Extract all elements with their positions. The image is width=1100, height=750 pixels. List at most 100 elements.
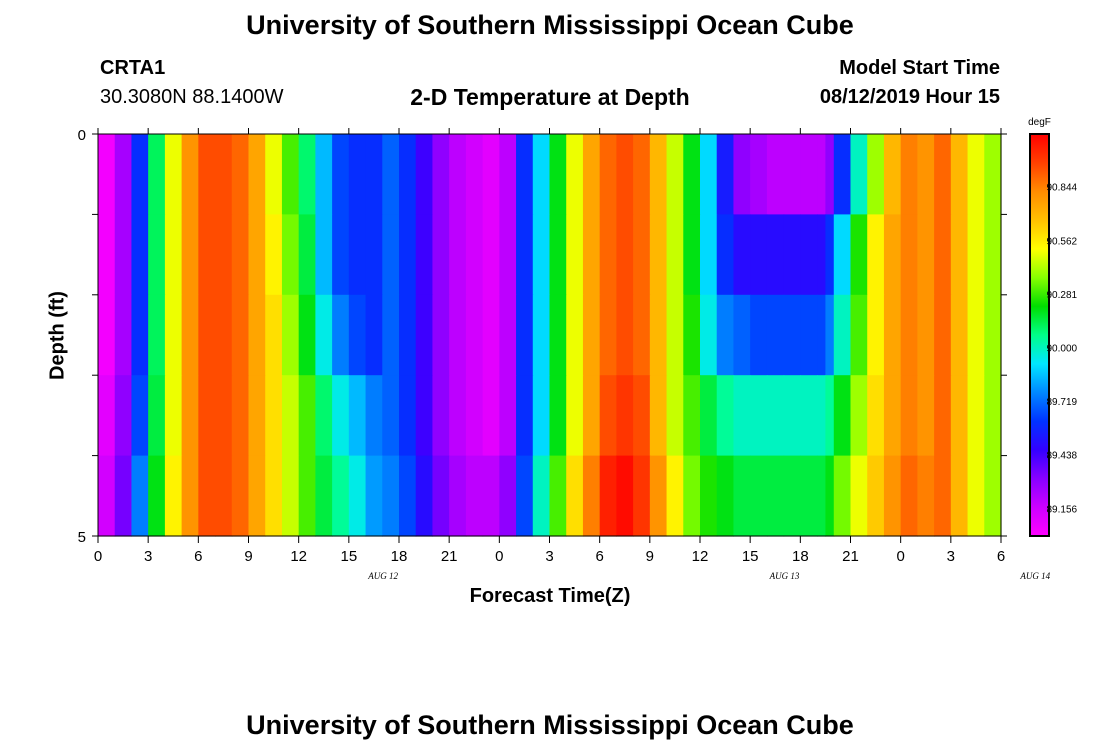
heatmap-cell [833, 294, 852, 376]
heatmap-cell [382, 134, 400, 215]
heatmap-cell [348, 214, 367, 296]
heatmap-cell [281, 375, 300, 457]
heatmap-cell [967, 134, 985, 215]
heatmap-cell [499, 455, 517, 537]
heatmap-cell [181, 214, 199, 296]
heatmap-cell [549, 294, 567, 376]
heatmap-cell [817, 214, 827, 296]
heatmap-cell [449, 455, 467, 537]
heatmap-cell [666, 214, 684, 296]
heatmap-cell [131, 375, 149, 457]
heatmap-cell [231, 214, 250, 296]
heatmap-cell [248, 134, 266, 215]
heatmap-cell [716, 294, 735, 376]
heatmap-cell [825, 214, 835, 296]
heatmap-cell [348, 294, 367, 376]
heatmap-cell [700, 294, 718, 376]
heatmap-cell [817, 375, 827, 457]
heatmap-cell [482, 134, 500, 215]
heatmap-cell [465, 294, 484, 376]
heatmap-cell [415, 455, 434, 537]
x-tick-label: 12 [290, 548, 307, 565]
heatmap-cell [365, 294, 383, 376]
heatmap-cell [131, 455, 149, 537]
heatmap-cell [148, 375, 166, 457]
heatmap-cell [750, 375, 768, 457]
colorbar-tick-label: 89.719 [1047, 397, 1078, 408]
heatmap-cell [825, 375, 835, 457]
heatmap-cell [332, 375, 350, 457]
x-tick-label: 18 [792, 548, 809, 565]
heatmap-cell [332, 294, 350, 376]
heatmap-cell [934, 375, 952, 457]
heatmap-cell [198, 455, 216, 537]
heatmap-cell [666, 134, 684, 215]
heatmap-cell [298, 294, 316, 376]
heatmap-cell [833, 214, 852, 296]
heatmap-cell [215, 134, 233, 215]
heatmap-cell [399, 375, 417, 457]
heatmap-cell [332, 134, 350, 215]
heatmap-cell [332, 455, 350, 537]
heatmap-cell [516, 375, 534, 457]
heatmap-cell [516, 134, 534, 215]
heatmap-cell [900, 294, 918, 376]
heatmap-cell [298, 134, 316, 215]
model-start-value: 08/12/2019 Hour 15 [819, 86, 1000, 108]
heatmap-cell [817, 134, 827, 215]
heatmap-cell [465, 214, 484, 296]
heatmap-cell [666, 294, 684, 376]
x-tick-label: 9 [244, 548, 252, 565]
heatmap-cell [766, 455, 785, 537]
heatmap-cell [616, 455, 634, 537]
heatmap-cell [649, 375, 668, 457]
heatmap-cell [181, 134, 199, 215]
heatmap-cell [516, 294, 534, 376]
heatmap-cell [215, 214, 233, 296]
heatmap-cell [867, 455, 885, 537]
heatmap-cell [332, 214, 350, 296]
heatmap-cell [984, 455, 1002, 537]
heatmap-cell [281, 455, 300, 537]
colorbar-tick-label: 90.844 [1047, 183, 1078, 194]
heatmap-cell [750, 294, 768, 376]
heatmap-cell [482, 455, 500, 537]
heatmap-cell [98, 214, 116, 296]
heatmap-cell [766, 375, 785, 457]
heatmap-cell [382, 455, 400, 537]
heatmap-cell [850, 455, 868, 537]
heatmap-cell [315, 134, 333, 215]
heatmap-cell [800, 375, 818, 457]
heatmap-cell [415, 294, 434, 376]
heatmap-cell [315, 375, 333, 457]
heatmap-cell [465, 455, 484, 537]
heatmap-cell [683, 375, 701, 457]
heatmap-cell [449, 294, 467, 376]
colorbar-gradient [1029, 133, 1050, 537]
heatmap-cell [599, 294, 617, 376]
day-label: AUG 12 [367, 571, 398, 581]
heatmap-cell [716, 375, 735, 457]
heatmap-cell [867, 214, 885, 296]
heatmap-cell [549, 375, 567, 457]
heatmap-cell [833, 375, 852, 457]
heatmap-cell [700, 455, 718, 537]
x-tick-label: 6 [595, 548, 603, 565]
heatmap-cell [131, 134, 149, 215]
heatmap-cell [382, 294, 400, 376]
heatmap-cell [348, 134, 367, 215]
heatmap-cell [716, 134, 735, 215]
heatmap-cell [917, 455, 935, 537]
heatmap-cell [599, 455, 617, 537]
heatmap-cell [516, 214, 534, 296]
heatmap-cell [616, 294, 634, 376]
heatmap-cell [766, 294, 785, 376]
heatmap-cell [215, 294, 233, 376]
heatmap-cell [98, 375, 116, 457]
heatmap-cell [382, 375, 400, 457]
heatmap-cell [499, 134, 517, 215]
heatmap-cell [616, 214, 634, 296]
x-tick-label: 0 [94, 548, 102, 565]
heatmap-cell [783, 134, 801, 215]
heatmap-cell [532, 134, 551, 215]
